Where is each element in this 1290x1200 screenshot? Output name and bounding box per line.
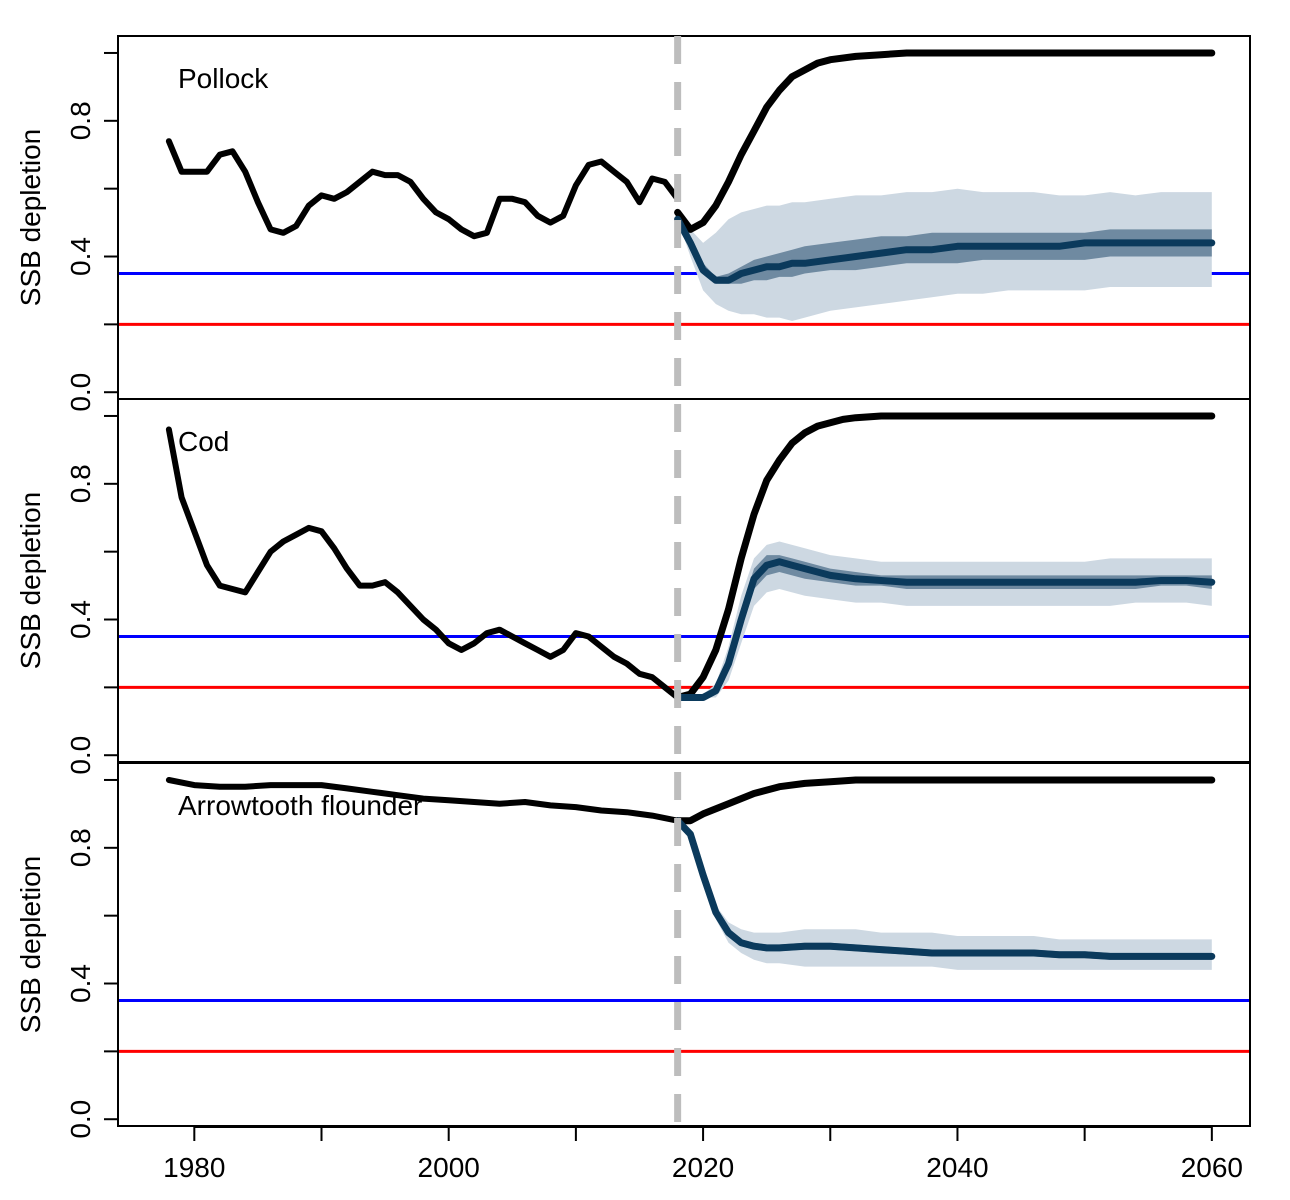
unfished-line	[674, 776, 1216, 825]
x-tick-label: 2060	[1181, 1152, 1243, 1183]
panels: 0.0 0.4 0.8 SSB depletion Pollock 0.0 0.4 0.8 SS…	[15, 35, 1251, 1139]
y-tick-label: 0.4	[65, 964, 96, 1003]
plot-area	[118, 412, 1250, 701]
unfished-line	[674, 49, 1216, 233]
y-tick-label: 0.0	[65, 373, 96, 412]
panel-arrowtooth-flounder: 0.0 0.4 0.8 SSB depletion Arrowtooth flounde…	[15, 762, 1251, 1139]
panel-cod: 0.0 0.4 0.8 SSB depletion Cod	[15, 398, 1251, 775]
historical-line	[165, 777, 681, 824]
plot-area	[118, 776, 1250, 1053]
y-axis-label: SSB depletion	[15, 492, 46, 669]
y-tick-label: 0.0	[65, 1100, 96, 1139]
historical-line	[165, 138, 681, 240]
y-tick-label: 0.8	[65, 464, 96, 503]
projection-median-line	[674, 558, 1216, 701]
plot-area	[118, 49, 1250, 326]
y-tick-label: 0.8	[65, 101, 96, 140]
y-tick-label: 0.4	[65, 237, 96, 276]
projection-median-line	[674, 817, 1216, 960]
x-tick-label: 2040	[926, 1152, 988, 1183]
x-axis: 1980 2000 2020 2040 2060	[163, 1126, 1243, 1183]
y-tick-label: 0.4	[65, 600, 96, 639]
historical-line	[165, 426, 681, 701]
unfished-line	[674, 412, 1216, 701]
projection-outer-band	[677, 820, 1212, 970]
projection-median-line	[674, 215, 1216, 284]
panel-title: Cod	[178, 426, 229, 457]
x-tick-label: 1980	[163, 1152, 225, 1183]
x-tick-label: 2020	[672, 1152, 734, 1183]
y-tick-label: 0.8	[65, 828, 96, 867]
panel-title: Arrowtooth flounder	[178, 790, 422, 821]
y-axis-label: SSB depletion	[15, 129, 46, 306]
panel-title: Pollock	[178, 63, 269, 94]
y-tick-label: 0.0	[65, 736, 96, 775]
panel-pollock: 0.0 0.4 0.8 SSB depletion Pollock	[15, 35, 1251, 412]
x-tick-label: 2000	[418, 1152, 480, 1183]
y-axis-label: SSB depletion	[15, 856, 46, 1033]
